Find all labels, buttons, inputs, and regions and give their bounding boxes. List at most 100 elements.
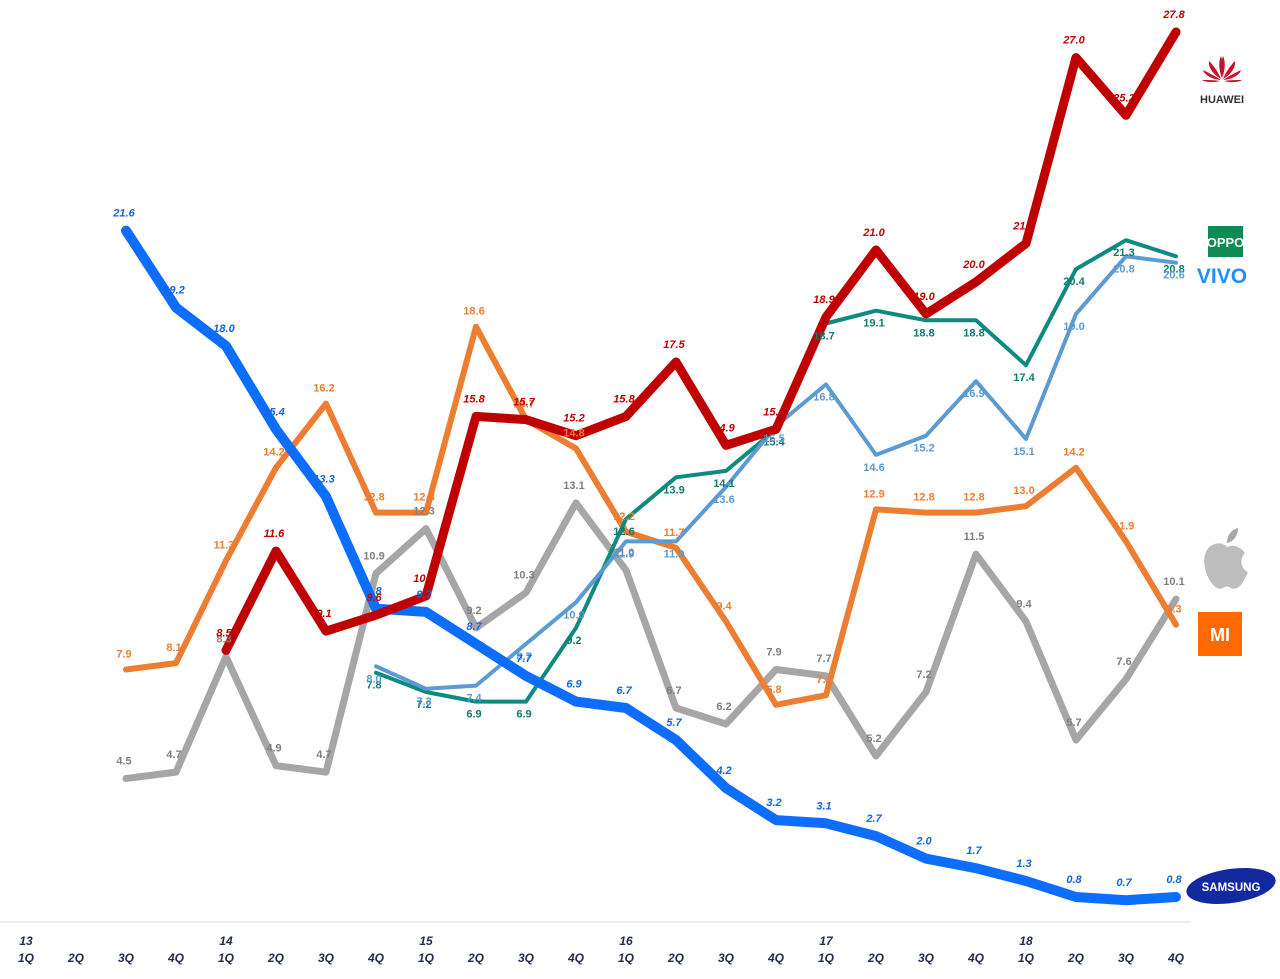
apple-data-label: 9.4 [1016, 599, 1032, 611]
vivo-data-label: 15.2 [913, 443, 934, 455]
apple-data-label: 13.1 [563, 480, 584, 492]
huawei-data-label: 9.1 [316, 608, 331, 620]
xiaomi-data-label: 6.8 [766, 684, 781, 696]
x-tick-quarter-label: 3Q [918, 951, 935, 965]
samsung-series-line [121, 225, 1181, 906]
apple-data-label: 4.9 [266, 743, 281, 755]
samsung-data-label: 3.1 [816, 800, 831, 812]
huawei-data-label: 18.9 [813, 294, 835, 306]
huawei-data-label: 15.8 [463, 393, 485, 405]
vivo-data-label: 7.3 [416, 696, 431, 708]
x-tick-quarter-label: 2Q [67, 951, 85, 965]
huawei-data-label: 11.6 [264, 528, 285, 540]
samsung-data-label: 13.3 [313, 474, 334, 486]
vivo-data-label: 8.0 [366, 673, 381, 685]
huawei-data-label: 15.2 [563, 413, 584, 425]
huawei-petals-icon [1202, 56, 1242, 83]
oppo-logo-text: OPPO [1207, 235, 1245, 250]
oppo-data-label: 14.1 [713, 478, 734, 490]
huawei-data-label: 19.0 [913, 291, 935, 303]
samsung-data-label: 1.3 [1016, 858, 1031, 870]
xiaomi-data-label: 8.1 [166, 642, 181, 654]
xiaomi-logo: MI [1198, 612, 1242, 656]
apple-data-label: 4.7 [316, 749, 331, 761]
xiaomi-data-label: 11.9 [1114, 520, 1135, 532]
oppo-data-label: 15.4 [763, 436, 785, 448]
oppo-data-label: 20.8 [1163, 263, 1184, 275]
x-tick-quarter-label: 2Q [667, 951, 685, 965]
vivo-data-label: 16.8 [813, 391, 834, 403]
x-tick-quarter-label: 3Q [518, 951, 535, 965]
x-tick-quarter-label: 1Q [18, 951, 35, 965]
x-tick-quarter-label: 4Q [567, 951, 585, 965]
x-tick-quarter-label: 4Q [167, 951, 185, 965]
samsung-data-label: 9.7 [416, 589, 432, 601]
vivo-data-label: 20.6 [1163, 270, 1184, 282]
x-tick-year-label: 18 [1019, 934, 1033, 948]
vivo-data-label: 11.9 [664, 548, 685, 560]
oppo-data-label: 12.6 [613, 526, 634, 538]
oppo-data-label: 6.9 [466, 709, 481, 721]
vivo-logo-text: VIVO [1197, 265, 1247, 288]
samsung-data-label: 0.7 [1116, 877, 1132, 889]
apple-data-label: 4.5 [116, 756, 131, 768]
vivo-data-label: 15.1 [1013, 446, 1034, 458]
apple-data-label: 11.0 [614, 547, 635, 559]
oppo-data-label: 17.4 [1013, 372, 1035, 384]
apple-data-label: 7.6 [1116, 656, 1131, 668]
x-tick-quarter-label: 2Q [267, 951, 285, 965]
xiaomi-data-label: 15.7 [513, 399, 534, 411]
x-tick-quarter-label: 1Q [418, 951, 435, 965]
samsung-logo: SAMSUNG [1186, 868, 1276, 904]
apple-data-label: 8.3 [216, 634, 231, 646]
apple-data-label: 10.9 [363, 550, 384, 562]
vivo-logo: VIVO [1197, 265, 1247, 288]
vivo-data-label: 8.7 [516, 651, 531, 663]
vivo-data-label: 15.5 [763, 433, 784, 445]
huawei-data-label: 15.4 [763, 406, 784, 418]
huawei-data-label: 8.5 [216, 627, 232, 639]
samsung-data-label: 18.0 [213, 323, 235, 335]
x-tick-quarter-label: 4Q [967, 951, 985, 965]
xiaomi-data-label: 14.2 [1063, 447, 1084, 459]
x-tick-year-label: 13 [19, 934, 33, 948]
x-tick-quarter-label: 4Q [367, 951, 385, 965]
apple-data-label: 5.7 [1066, 717, 1081, 729]
x-tick-year-label: 14 [219, 934, 233, 948]
xiaomi-data-label: 12.8 [363, 492, 384, 504]
samsung-data-label: 21.6 [112, 208, 135, 220]
huawei-data-label: 20.0 [962, 259, 985, 271]
xiaomi-data-label: 11.7 [664, 527, 685, 539]
samsung-data-label: 8.7 [466, 621, 482, 633]
vivo-data-label: 20.8 [1113, 263, 1134, 275]
samsung-data-label: 6.9 [566, 679, 582, 691]
x-tick-quarter-label: 4Q [767, 951, 785, 965]
apple-leaf-icon [1227, 528, 1238, 543]
apple-data-label: 6.7 [666, 685, 681, 697]
oppo-data-label: 7.2 [416, 699, 431, 711]
apple-icon [1204, 543, 1248, 589]
xiaomi-data-label: 11.3 [214, 540, 235, 552]
huawei-data-label: 25.2 [1112, 92, 1134, 104]
apple-data-label: 10.3 [513, 570, 534, 582]
huawei-data-label: 17.5 [663, 339, 685, 351]
xiaomi-data-label: 12.8 [963, 492, 984, 504]
huawei-data-label: 21.2 [1012, 220, 1034, 232]
vivo-series-line [374, 254, 1178, 691]
apple-data-label: 10.1 [1163, 576, 1184, 588]
xiaomi-data-label: 12.8 [413, 492, 434, 504]
oppo-logo: OPPO [1207, 226, 1245, 257]
xiaomi-data-label: 16.2 [313, 383, 334, 395]
x-tick-year-label: 17 [819, 934, 834, 948]
huawei-data-label: 27.8 [1162, 9, 1185, 21]
x-tick-quarter-label: 4Q [1167, 951, 1185, 965]
apple-logo [1204, 528, 1248, 589]
xiaomi-data-label: 12.2 [613, 511, 634, 523]
samsung-data-label: 4.2 [715, 765, 731, 777]
vivo-data-label: 10.0 [563, 609, 584, 621]
xiaomi-data-label: 12.8 [913, 492, 934, 504]
apple-data-label: 12.3 [413, 506, 434, 518]
samsung-data-label: 0.8 [1166, 874, 1182, 886]
x-tick-quarter-label: 1Q [1018, 951, 1035, 965]
vivo-data-label: 13.6 [713, 494, 734, 506]
